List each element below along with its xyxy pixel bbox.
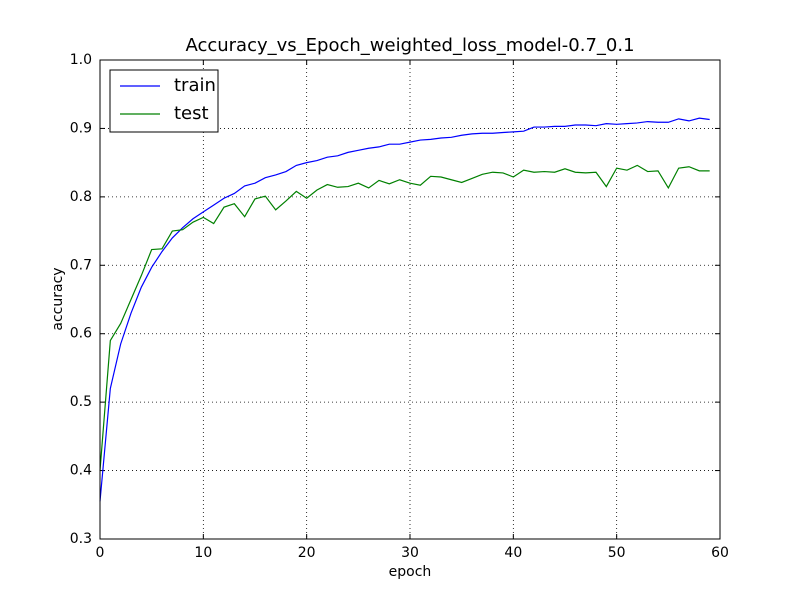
- x-tick-label: 60: [711, 545, 729, 561]
- x-tick-label: 30: [401, 545, 419, 561]
- x-tick-label: 10: [194, 545, 212, 561]
- x-tick-label: 20: [298, 545, 316, 561]
- y-tick-label: 0.6: [70, 326, 92, 342]
- series-line: [99, 164, 710, 471]
- y-tick-label: 0.4: [70, 463, 92, 479]
- y-axis-label: accuracy: [50, 267, 66, 330]
- x-tick-label: 0: [96, 545, 105, 561]
- series-line: [99, 117, 710, 502]
- plot-frame: [99, 59, 721, 540]
- y-tick-label: 0.5: [70, 394, 92, 410]
- y-tick-label: 0.3: [70, 531, 92, 547]
- legend-label: test: [174, 103, 209, 124]
- y-tick-label: 1.0: [70, 52, 92, 68]
- legend-label: train: [174, 75, 216, 96]
- y-tick-label: 0.7: [70, 257, 92, 273]
- x-tick-label: 50: [608, 545, 626, 561]
- y-tick-label: 0.9: [70, 120, 92, 136]
- y-tick-label: 0.8: [70, 189, 92, 205]
- x-axis-label: epoch: [389, 564, 432, 580]
- chart-title: Accuracy_vs_Epoch_weighted_loss_model-0.…: [185, 35, 634, 56]
- x-tick-label: 40: [504, 545, 522, 561]
- legend-box: [109, 69, 219, 133]
